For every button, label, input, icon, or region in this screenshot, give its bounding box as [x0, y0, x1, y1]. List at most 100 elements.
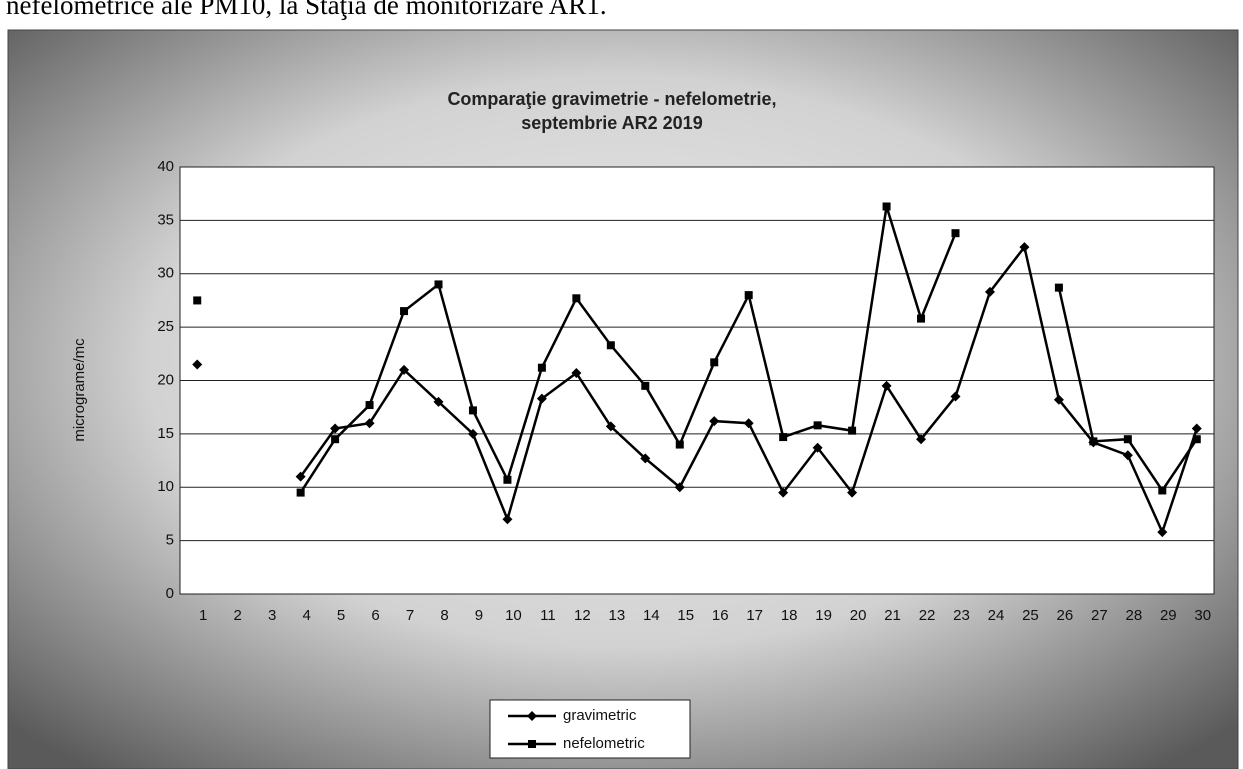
x-tick-label: 28: [1125, 607, 1142, 624]
marker: [364, 418, 375, 429]
marker: [984, 286, 995, 297]
marker: [1122, 450, 1133, 461]
marker: [527, 711, 537, 721]
marker: [1192, 435, 1201, 444]
marker: [528, 740, 536, 748]
x-tick-label: 11: [540, 607, 556, 624]
marker: [848, 426, 857, 435]
marker: [778, 487, 789, 498]
marker: [296, 488, 305, 497]
y-tick-label: 20: [157, 371, 174, 388]
x-tick-label: 15: [677, 607, 694, 624]
marker: [709, 416, 720, 427]
marker: [917, 314, 926, 323]
marker: [1089, 437, 1098, 446]
marker: [674, 482, 685, 493]
legend: [489, 699, 691, 759]
marker: [572, 294, 581, 303]
marker: [881, 380, 892, 391]
marker: [812, 442, 823, 453]
marker: [1123, 435, 1132, 444]
caption: nefelometrice ale PM10, la Staţia de mon…: [6, 0, 607, 20]
x-tick-label: 16: [712, 607, 729, 624]
marker: [606, 341, 615, 350]
x-tick-label: 9: [475, 607, 483, 624]
x-tick-label: 13: [608, 607, 625, 624]
marker: [193, 296, 202, 305]
x-tick-label: 8: [440, 607, 448, 624]
marker: [537, 363, 546, 372]
x-tick-label: 4: [302, 607, 310, 624]
marker: [295, 471, 306, 482]
x-tick-label: 29: [1160, 607, 1177, 624]
marker: [1054, 283, 1063, 292]
marker: [641, 381, 650, 390]
y-tick-label: 25: [157, 318, 174, 335]
marker: [675, 440, 684, 449]
marker: [605, 421, 616, 432]
y-axis-label: micrograme/mc: [71, 338, 88, 442]
x-tick-label: 30: [1194, 607, 1211, 624]
x-tick-label: 10: [505, 607, 522, 624]
marker: [1157, 527, 1168, 538]
marker: [950, 391, 961, 402]
x-tick-label: 20: [850, 607, 867, 624]
x-tick-label: 12: [574, 607, 591, 624]
marker: [365, 401, 374, 410]
y-tick-label: 35: [157, 211, 174, 228]
y-tick-label: 5: [166, 532, 174, 549]
x-tick-label: 6: [371, 607, 379, 624]
marker: [503, 475, 512, 484]
y-tick-label: 15: [157, 425, 174, 442]
x-tick-label: 22: [919, 607, 936, 624]
x-tick-label: 19: [815, 607, 832, 624]
marker: [192, 359, 203, 370]
marker: [779, 433, 788, 442]
legend-label: gravimetric: [563, 707, 637, 724]
x-tick-label: 23: [953, 607, 970, 624]
marker: [434, 280, 443, 289]
marker: [400, 307, 409, 316]
marker: [847, 487, 858, 498]
y-tick-label: 40: [157, 158, 174, 175]
marker: [1191, 423, 1202, 434]
marker: [399, 364, 410, 375]
x-tick-label: 17: [746, 607, 763, 624]
marker: [951, 229, 960, 238]
x-tick-label: 25: [1022, 607, 1039, 624]
marker: [1019, 242, 1030, 253]
x-tick-label: 26: [1057, 607, 1074, 624]
x-tick-label: 3: [268, 607, 276, 624]
marker: [743, 418, 754, 429]
x-tick-label: 5: [337, 607, 345, 624]
marker: [571, 368, 582, 379]
x-tick-label: 1: [199, 607, 207, 624]
marker: [710, 358, 719, 367]
y-tick-label: 10: [157, 478, 174, 495]
marker: [468, 406, 477, 415]
y-tick-label: 0: [166, 585, 174, 602]
x-tick-label: 14: [643, 607, 660, 624]
marker: [502, 514, 513, 525]
x-tick-label: 2: [234, 607, 242, 624]
marker: [433, 396, 444, 407]
x-tick-label: 24: [988, 607, 1005, 624]
x-tick-label: 7: [406, 607, 414, 624]
legend-label: nefelometric: [563, 735, 645, 752]
x-tick-label: 21: [884, 607, 901, 624]
marker: [467, 428, 478, 439]
marker: [331, 435, 340, 444]
marker: [330, 423, 341, 434]
marker: [1053, 394, 1064, 405]
y-tick-label: 30: [157, 265, 174, 282]
marker: [1158, 486, 1167, 495]
marker: [916, 434, 927, 445]
chart-title: Comparaţie gravimetrie - nefelometrie,: [447, 89, 776, 109]
marker: [744, 291, 753, 300]
marker: [536, 393, 547, 404]
marker: [640, 453, 651, 464]
x-tick-label: 27: [1091, 607, 1108, 624]
chart-title: septembrie AR2 2019: [521, 113, 702, 133]
